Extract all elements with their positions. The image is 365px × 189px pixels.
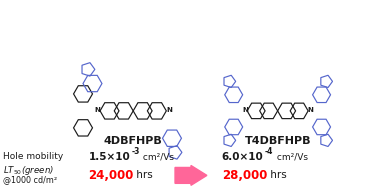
- Text: hrs: hrs: [267, 170, 287, 180]
- Text: 6.0×10: 6.0×10: [222, 152, 264, 162]
- Text: @1000 cd/m²: @1000 cd/m²: [3, 175, 57, 184]
- Text: T4DBFHPB: T4DBFHPB: [245, 136, 311, 146]
- Text: N: N: [94, 107, 100, 113]
- Text: N: N: [242, 107, 248, 113]
- Text: 1.5×10: 1.5×10: [88, 152, 130, 162]
- Text: cm²/Vs: cm²/Vs: [140, 152, 174, 161]
- Text: 28,000: 28,000: [222, 169, 267, 182]
- Text: 24,000: 24,000: [88, 169, 134, 182]
- Text: hrs: hrs: [133, 170, 153, 180]
- Text: Hole mobility: Hole mobility: [3, 152, 63, 161]
- FancyArrow shape: [175, 166, 207, 185]
- Text: -4: -4: [265, 147, 273, 156]
- Text: cm²/Vs: cm²/Vs: [274, 152, 308, 161]
- Text: 4DBFHPB: 4DBFHPB: [104, 136, 162, 146]
- Text: -3: -3: [131, 147, 139, 156]
- Text: N: N: [307, 107, 313, 113]
- Text: $LT_{50}$(green): $LT_{50}$(green): [3, 164, 54, 177]
- Text: N: N: [166, 107, 172, 113]
